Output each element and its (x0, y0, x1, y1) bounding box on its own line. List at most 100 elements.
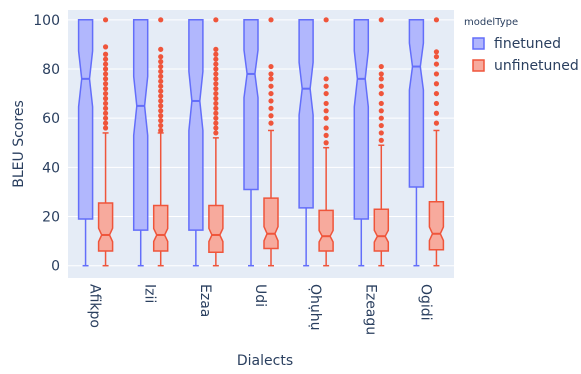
outlier-point (213, 71, 219, 77)
box-unfinetuned-Izii (152, 17, 169, 267)
x-tick-label: Ogidi (417, 284, 433, 321)
box-unfinetuned-Udi (263, 17, 279, 267)
outlier-point (213, 130, 219, 136)
box-body (152, 204, 169, 252)
box-body (318, 209, 334, 252)
x-tick-label: Ọhụhụ (307, 284, 323, 331)
outlier-point (268, 105, 274, 111)
outlier-point (102, 86, 109, 92)
box-unfinetuned-Ezeagu (373, 17, 390, 267)
outlier-point (378, 90, 384, 97)
outlier-point (102, 90, 109, 97)
plot-area (68, 10, 454, 278)
outlier-point (213, 100, 219, 107)
outlier-point (433, 110, 440, 116)
outlier-point (102, 125, 109, 131)
legend: modelType finetuned unfinetuned (464, 17, 579, 74)
outlier-point (102, 71, 109, 77)
legend-label-unfinetuned: unfinetuned (494, 58, 579, 74)
outlier-point (102, 17, 109, 23)
legend-swatch-unfinetuned (472, 59, 485, 72)
y-tick-label: 80 (42, 62, 60, 78)
box-finetuned-Ọhụhụ (298, 19, 314, 267)
outlier-point (213, 95, 219, 102)
outlier-point (378, 17, 384, 23)
outlier-point (433, 90, 440, 97)
outlier-point (323, 100, 329, 107)
y-axis-title: BLEU Scores (11, 100, 27, 187)
outlier-point (102, 56, 109, 62)
outlier-point (378, 130, 384, 136)
outlier-point (268, 17, 274, 23)
outlier-point (213, 115, 219, 121)
outlier-point (213, 86, 219, 92)
outlier-point (102, 51, 109, 57)
outlier-point (433, 49, 440, 55)
outlier-point (433, 61, 440, 67)
legend-item-finetuned[interactable]: finetuned (472, 36, 561, 52)
y-tick-labels: 0 20 40 60 80 100 (33, 13, 60, 275)
outlier-point (158, 83, 164, 89)
x-tick-labels: Afikpo Izii Ezaa Udi Ọhụhụ Ezeagu Ogidi (87, 284, 434, 335)
outlier-point (378, 76, 384, 82)
outlier-point (433, 17, 440, 23)
outlier-point (213, 110, 219, 116)
outlier-point (213, 46, 219, 52)
outlier-point (158, 113, 164, 119)
outlier-point (378, 122, 384, 129)
outlier-point (102, 81, 109, 87)
outlier-point (158, 63, 164, 70)
box-body (428, 201, 445, 251)
outlier-point (158, 73, 164, 79)
box-body (298, 19, 314, 209)
outlier-point (158, 98, 164, 104)
outlier-point (102, 100, 109, 107)
outlier-point (213, 76, 219, 82)
outlier-point (158, 46, 164, 52)
outlier-point (268, 98, 274, 104)
outlier-point (323, 90, 329, 97)
outlier-point (378, 137, 384, 143)
x-tick-label: Udi (252, 284, 268, 307)
outlier-point (433, 54, 440, 60)
outlier-point (268, 71, 274, 77)
outlier-point (158, 54, 164, 60)
box-unfinetuned-Ezaa (208, 17, 224, 267)
outlier-point (323, 132, 329, 138)
box-finetuned-Ezeagu (353, 19, 370, 267)
legend-item-unfinetuned[interactable]: unfinetuned (472, 58, 579, 74)
outlier-point (213, 105, 219, 111)
outlier-point (268, 120, 274, 126)
outlier-point (378, 63, 384, 70)
outlier-point (433, 100, 440, 107)
outlier-point (323, 83, 329, 89)
outlier-point (323, 17, 329, 23)
box-finetuned-Ogidi (408, 19, 425, 267)
outlier-point (158, 59, 164, 65)
outlier-point (213, 66, 219, 72)
box-finetuned-Afikpo (77, 19, 94, 267)
outlier-point (323, 108, 329, 114)
outlier-point (268, 83, 274, 89)
box-body (243, 19, 259, 191)
outlier-point (323, 125, 329, 131)
y-tick-label: 60 (42, 111, 60, 127)
outlier-point (268, 63, 274, 70)
outlier-point (102, 61, 109, 67)
y-tick-label: 20 (42, 210, 60, 226)
box-unfinetuned-Ọhụhụ (318, 17, 334, 267)
outlier-point (102, 95, 109, 102)
series-finetuned (77, 19, 425, 267)
box-body (97, 202, 114, 252)
outlier-point (213, 51, 219, 57)
box-body (263, 197, 279, 250)
outlier-point (323, 76, 329, 82)
outlier-point (323, 115, 329, 121)
outlier-point (213, 56, 219, 62)
box-body (373, 208, 390, 252)
box-body (132, 19, 149, 231)
box-unfinetuned-Afikpo (97, 17, 114, 267)
outlier-point (378, 71, 384, 77)
outlier-point (158, 68, 164, 75)
